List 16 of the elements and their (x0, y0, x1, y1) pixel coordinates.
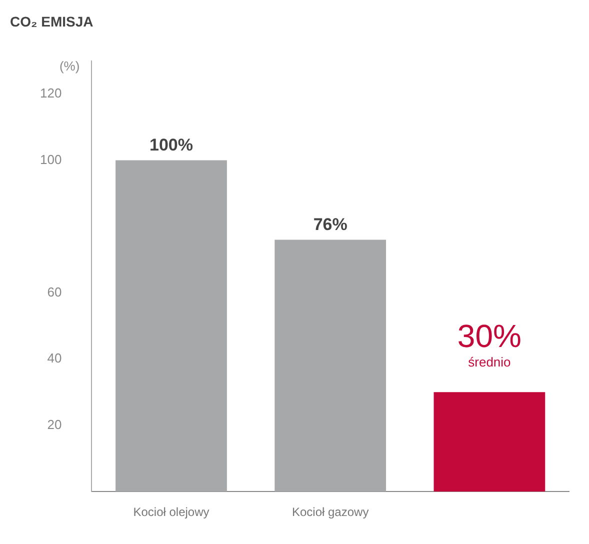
bar (274, 240, 386, 492)
chart-title: CO₂ EMISJA (10, 13, 94, 30)
x-tick-label: Kocioł olejowy (133, 505, 210, 520)
y-axis-title: (%) (59, 58, 80, 74)
annotation: średnio (468, 354, 511, 370)
y-tick-label: 120 (40, 86, 62, 101)
y-tick-label: 20 (47, 416, 62, 432)
data-label: 76% (313, 214, 348, 234)
y-tick-label: 40 (47, 350, 62, 366)
y-tick-label: 60 (47, 284, 62, 300)
data-label: 30% (457, 318, 522, 354)
y-tick-label: 100 (40, 152, 62, 167)
x-tick-label: Kocioł gazowy (292, 505, 369, 520)
bar (434, 392, 546, 492)
bar (116, 160, 227, 492)
data-label: 100% (150, 135, 193, 154)
